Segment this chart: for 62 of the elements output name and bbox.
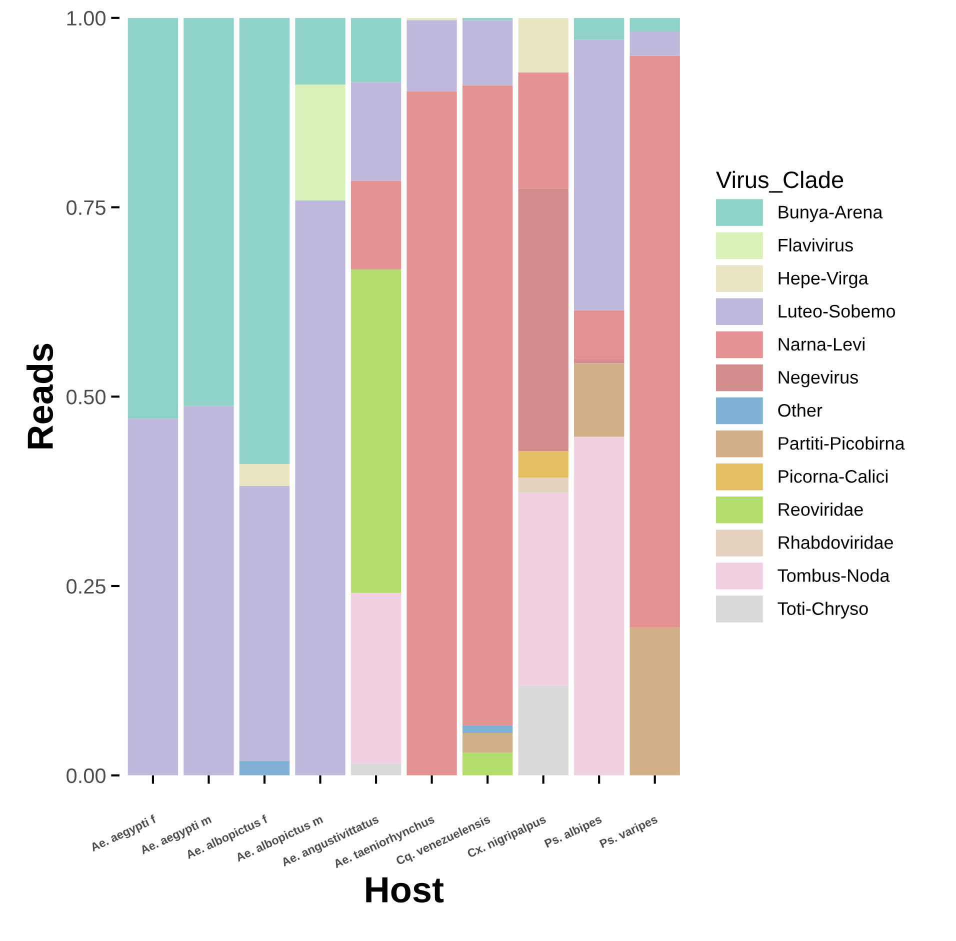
- bar: [184, 18, 234, 406]
- legend-label: Other: [778, 403, 822, 417]
- bar: [462, 725, 513, 733]
- bar: [574, 40, 624, 310]
- bar: [462, 752, 513, 776]
- legend-label: Hepe-Virga: [778, 271, 868, 288]
- legend-label: Narna-Levi: [778, 337, 864, 351]
- bar: [630, 628, 680, 776]
- bar: [462, 20, 513, 86]
- bar: [239, 486, 290, 761]
- bar: [295, 84, 346, 200]
- bar: [295, 18, 346, 85]
- bar: [518, 685, 568, 776]
- legend-label: Partiti-Picobirna: [778, 436, 905, 450]
- y-tick-label: 1.00: [67, 10, 106, 26]
- legend-label: Picorna-Calici: [778, 470, 888, 483]
- bar: [574, 18, 624, 40]
- bar: [239, 464, 290, 486]
- bar: [239, 760, 290, 776]
- bar: [350, 180, 402, 270]
- legend-label: Rhabdoviridae: [778, 536, 893, 549]
- legend-label: Negevirus: [778, 370, 858, 388]
- bar: [350, 18, 402, 82]
- bar: [518, 72, 568, 188]
- bar: [574, 310, 624, 360]
- bar: [406, 20, 457, 92]
- bar: [574, 360, 624, 364]
- bar: [128, 18, 178, 419]
- bar: [350, 82, 402, 181]
- y-tick-label: 0.00: [66, 768, 106, 784]
- y-tick-label: 0.25: [66, 579, 106, 594]
- bar: [518, 492, 568, 686]
- bar: [630, 56, 680, 628]
- bar: [295, 200, 346, 776]
- bar: [574, 363, 624, 437]
- y-tick-label: 0.75: [66, 200, 106, 216]
- legend-label: Bunya-Arena: [778, 206, 883, 222]
- bar: [574, 436, 624, 776]
- legend-label: Luteo-Sobemo: [778, 304, 896, 318]
- bar: [406, 91, 457, 776]
- legend-label: Flavivirus: [778, 238, 853, 252]
- bar: [128, 418, 178, 776]
- bar: [518, 478, 568, 493]
- legend-label: Tombus-Noda: [778, 568, 890, 582]
- bar: [630, 32, 680, 56]
- bar: [350, 592, 402, 764]
- x-axis-title: Host: [366, 877, 444, 903]
- bar: [518, 18, 568, 72]
- bar: [518, 451, 568, 478]
- bar: [518, 188, 568, 452]
- y-tick-label: 0.50: [66, 390, 106, 404]
- bar: [350, 269, 402, 593]
- legend-title: Virus_Clade: [716, 170, 844, 193]
- bar: [462, 85, 513, 726]
- bar: [630, 18, 680, 32]
- legend-label: Toti-Chryso: [778, 602, 868, 619]
- bar: [239, 18, 290, 464]
- y-axis-title: Reads: [26, 344, 54, 448]
- bar: [462, 732, 513, 753]
- bar: [350, 763, 402, 776]
- bar: [184, 406, 234, 776]
- legend-label: Reoviridae: [778, 502, 863, 516]
